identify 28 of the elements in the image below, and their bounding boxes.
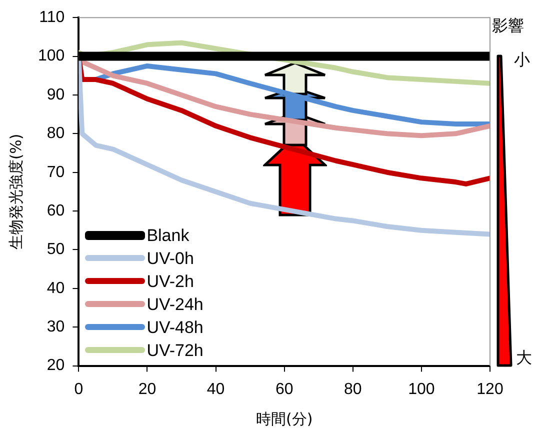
x-tick-label: 40 [206,380,225,398]
y-tick-label: 90 [46,86,65,104]
y-tick-label: 70 [46,164,65,181]
text: 影響 [492,16,524,37]
legend-label: UV-0h [146,248,194,270]
y-tick-label: 40 [46,280,65,297]
y-tick-label: 50 [46,241,65,258]
y-tick-label: 60 [46,202,65,220]
legend-label: UV-24h [146,294,204,316]
legend-label: Blank [146,224,190,247]
x-tick-label: 100 [408,380,435,398]
y-tick-label: 100 [38,48,65,65]
y-tick-label: 20 [46,357,65,374]
x-axis-title: 時間(分) [256,410,313,428]
x-tick-label: 60 [275,380,294,398]
text: 小 [514,50,530,72]
x-tick-label: 120 [476,380,504,398]
text: 大 [516,348,532,369]
legend-label: UV-48h [146,316,204,339]
y-axis-title: 生物発光強度(%) [6,134,25,250]
x-tick-label: 0 [74,380,84,398]
y-tick-label: 80 [46,125,65,142]
x-tick-label: 80 [344,380,362,398]
y-tick-label: 110 [39,9,65,26]
x-tick-label: 20 [138,380,156,398]
legend-label: UV-72h [146,340,204,362]
y-tick-label: 30 [46,318,65,336]
legend-label: UV-2h [146,270,194,293]
